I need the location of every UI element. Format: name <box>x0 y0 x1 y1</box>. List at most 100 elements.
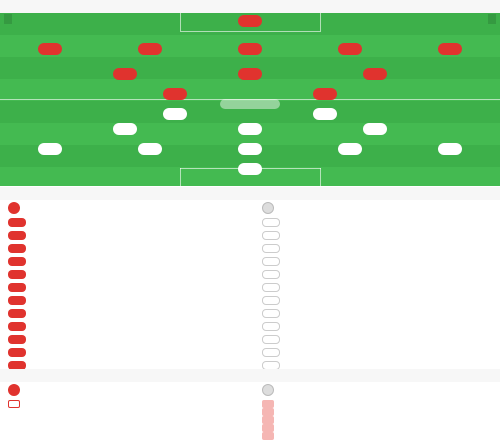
home-sub-row[interactable] <box>8 254 192 268</box>
shirt-number <box>438 43 462 55</box>
injury-marker-icon <box>262 432 274 440</box>
lineup-header <box>0 0 500 13</box>
shirt-number <box>163 108 187 120</box>
home-player[interactable] <box>300 88 350 110</box>
home-player[interactable] <box>425 43 475 65</box>
shirt-number <box>8 347 26 357</box>
away-sub-row[interactable] <box>262 241 446 255</box>
shirt-number <box>38 143 62 155</box>
shirt-number <box>238 163 262 175</box>
home-sub-row[interactable] <box>8 215 192 229</box>
home-sub-row[interactable] <box>8 332 192 346</box>
home-sub-row[interactable] <box>8 345 192 359</box>
shirt-number <box>8 282 26 292</box>
away-player[interactable] <box>225 143 275 165</box>
shirt-number <box>262 321 280 331</box>
shirt-number <box>262 243 280 253</box>
away-player[interactable] <box>225 123 275 145</box>
shirt-number <box>313 108 337 120</box>
person-icon <box>262 384 274 396</box>
shirt-number <box>8 308 26 318</box>
home-sub-row[interactable] <box>8 358 192 372</box>
home-player[interactable] <box>225 43 275 65</box>
shirt-number <box>238 143 262 155</box>
shirt-number <box>113 123 137 135</box>
away-injury-row[interactable] <box>262 421 432 435</box>
person-icon <box>262 202 274 214</box>
home-sub-row[interactable] <box>8 267 192 281</box>
home-sub-row[interactable] <box>8 241 192 255</box>
shirt-number <box>438 143 462 155</box>
shirt-number <box>238 15 262 27</box>
shirt-number <box>8 243 26 253</box>
shirt-number <box>262 347 280 357</box>
away-injury-coach <box>262 383 402 397</box>
shirt-number <box>262 230 280 240</box>
away-sub-row[interactable] <box>262 293 446 307</box>
away-player[interactable] <box>225 163 275 185</box>
injuries-header <box>0 369 500 382</box>
shirt-number <box>8 360 26 370</box>
shirt-number <box>113 68 137 80</box>
away-player[interactable] <box>425 143 475 165</box>
away-player[interactable] <box>25 143 75 165</box>
shirt-number <box>8 217 26 227</box>
shirt-number <box>8 334 26 344</box>
away-sub-row[interactable] <box>262 267 446 281</box>
away-injury-row[interactable] <box>262 397 432 411</box>
shirt-number <box>8 269 26 279</box>
away-player[interactable] <box>150 108 200 130</box>
away-player[interactable] <box>325 143 375 165</box>
away-injury-row[interactable] <box>262 405 432 419</box>
injury-marker-icon <box>262 424 274 432</box>
home-player[interactable] <box>350 68 400 90</box>
home-player[interactable] <box>325 43 375 65</box>
subs-header <box>0 187 500 200</box>
away-sub-row[interactable] <box>262 345 446 359</box>
shirt-number <box>363 123 387 135</box>
away-coach <box>262 201 402 215</box>
away-player[interactable] <box>125 143 175 165</box>
away-sub-row[interactable] <box>262 254 446 268</box>
shirt-number <box>262 282 280 292</box>
home-player[interactable] <box>125 43 175 65</box>
shirt-number <box>262 308 280 318</box>
away-sub-row[interactable] <box>262 319 446 333</box>
home-team-name <box>4 14 12 24</box>
away-sub-row[interactable] <box>262 228 446 242</box>
shirt-number <box>338 43 362 55</box>
home-player[interactable] <box>225 15 275 37</box>
shirt-number <box>8 321 26 331</box>
home-injury-coach <box>8 383 148 397</box>
shirt-number <box>338 143 362 155</box>
shirt-number <box>238 43 262 55</box>
home-player[interactable] <box>225 68 275 90</box>
away-player[interactable] <box>350 123 400 145</box>
home-sub-row[interactable] <box>8 228 192 242</box>
home-sub-row[interactable] <box>8 306 192 320</box>
shirt-number <box>8 230 26 240</box>
away-player[interactable] <box>300 108 350 130</box>
shirt-number <box>38 43 62 55</box>
away-player[interactable] <box>100 123 150 145</box>
home-player[interactable] <box>150 88 200 110</box>
away-sub-row[interactable] <box>262 306 446 320</box>
home-sub-row[interactable] <box>8 293 192 307</box>
person-icon <box>8 384 20 396</box>
shirt-number <box>262 295 280 305</box>
away-sub-row[interactable] <box>262 215 446 229</box>
halfway-line <box>0 99 500 100</box>
injury-marker-icon <box>8 400 20 408</box>
home-player[interactable] <box>25 43 75 65</box>
shirt-number <box>163 88 187 100</box>
person-icon <box>8 202 20 214</box>
away-sub-row[interactable] <box>262 280 446 294</box>
home-sub-row[interactable] <box>8 280 192 294</box>
home-sub-row[interactable] <box>8 319 192 333</box>
away-sub-row[interactable] <box>262 332 446 346</box>
away-injury-row[interactable] <box>262 429 432 440</box>
shirt-number <box>238 68 262 80</box>
home-injury-row[interactable] <box>8 397 178 411</box>
away-injury-row[interactable] <box>262 413 432 427</box>
home-player[interactable] <box>100 68 150 90</box>
